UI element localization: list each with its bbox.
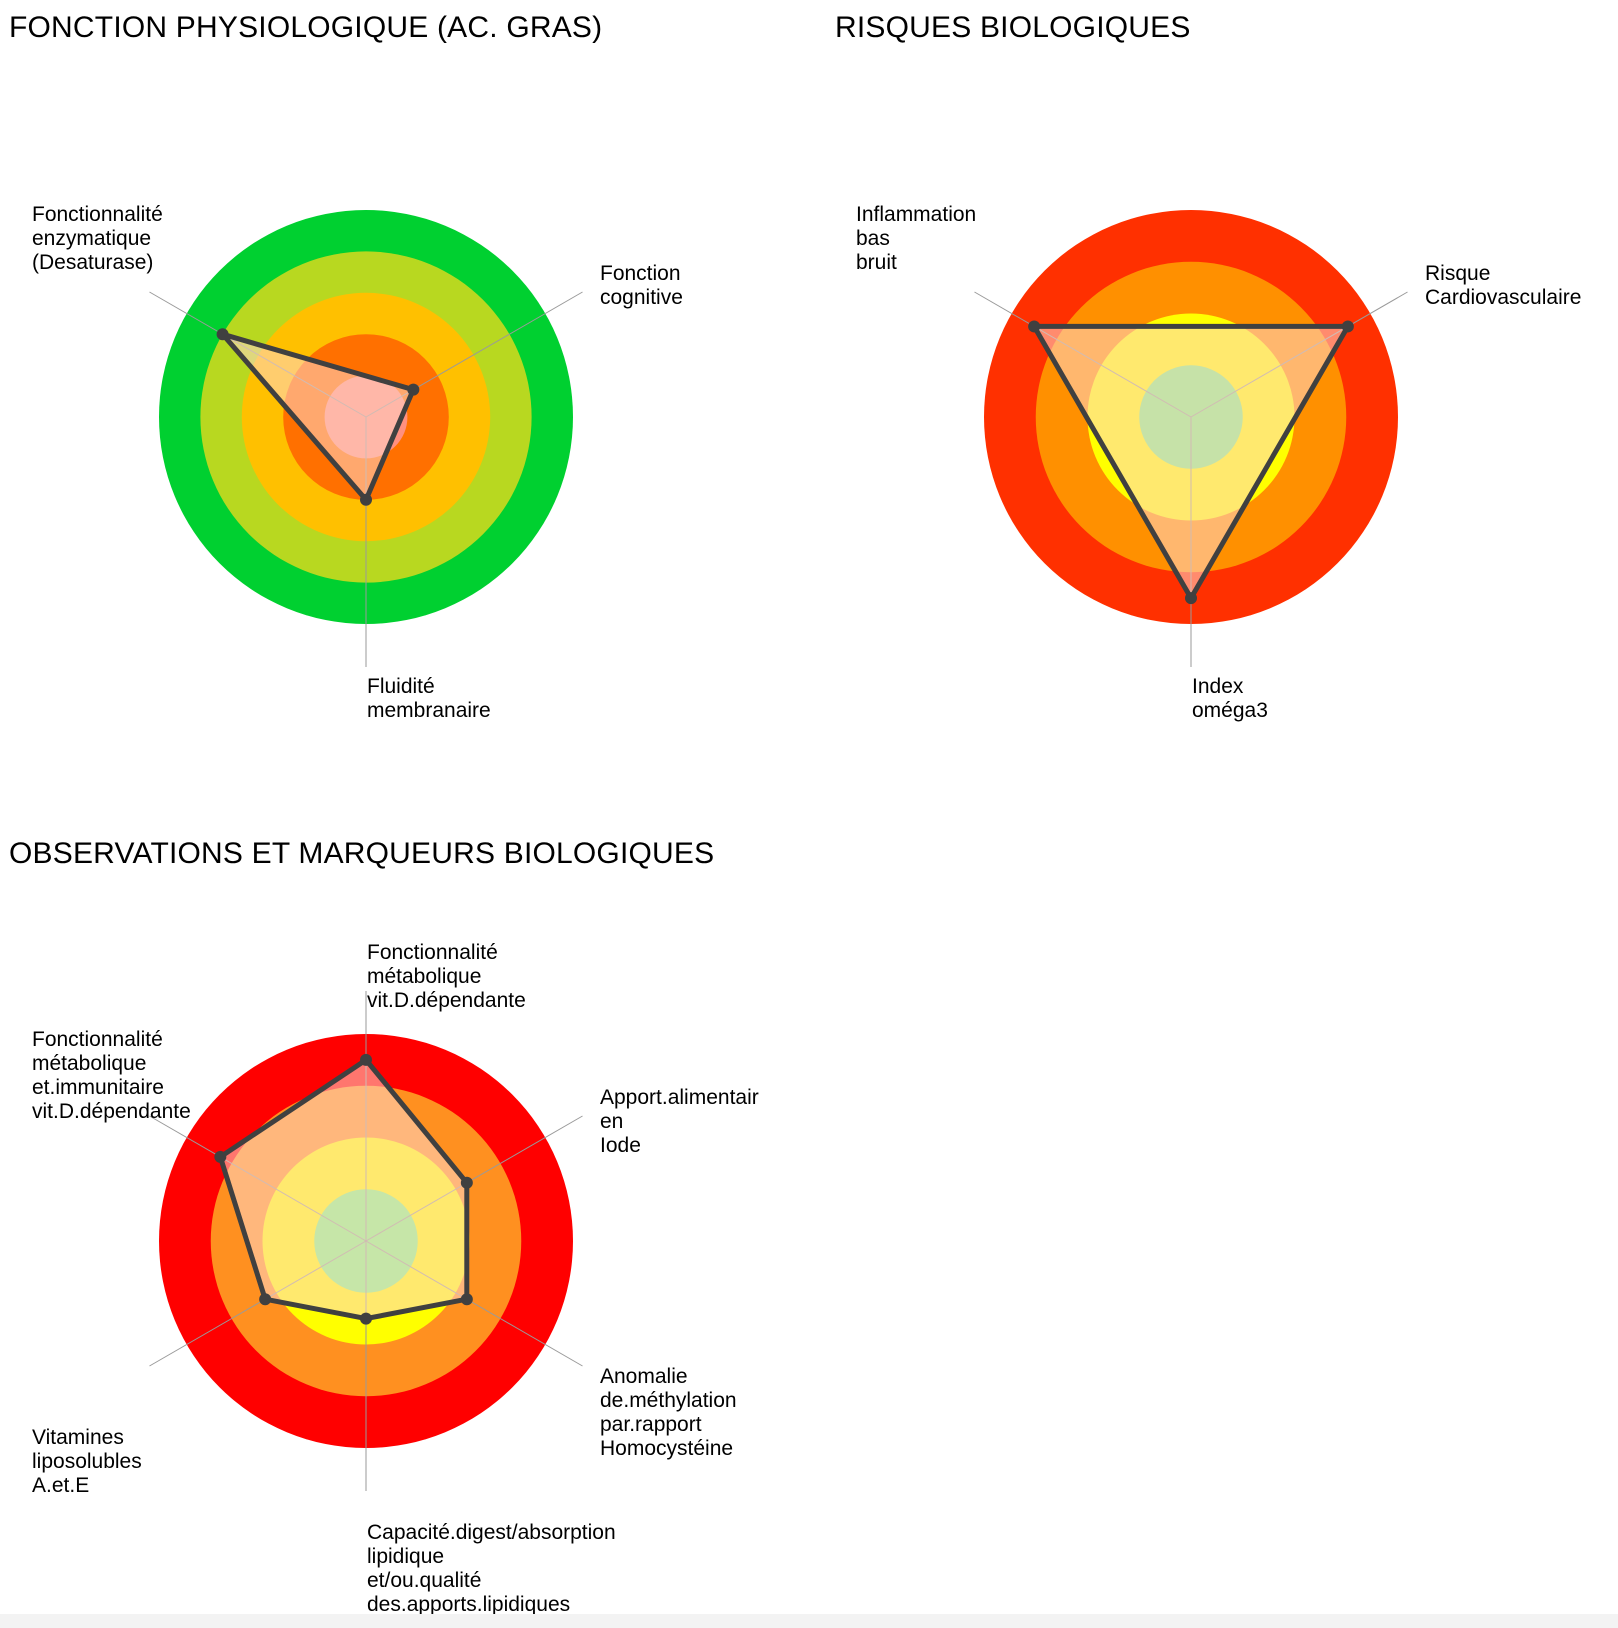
chart-title-physiologique: FONCTION PHYSIOLOGIQUE (AC. GRAS) xyxy=(9,11,603,44)
page-footer-bar xyxy=(0,1614,1618,1628)
radar-point-0 xyxy=(407,383,420,396)
axis-label: Fonction cognitive xyxy=(600,262,683,309)
radar-line xyxy=(220,331,416,503)
chart-title-risques: RISQUES BIOLOGIQUES xyxy=(835,11,1191,44)
axis-label: Fonctionnalité métabolique vit.D.dépenda… xyxy=(367,941,526,1012)
radar-area xyxy=(1034,326,1348,599)
radar-area xyxy=(220,1059,467,1319)
radar-chart-1 xyxy=(974,210,1408,667)
axis-label: Capacité.digest/absorption lipidique et/… xyxy=(367,1521,616,1616)
radar-point-3 xyxy=(360,1312,372,1325)
radar-point-1 xyxy=(360,493,372,506)
radar-chart-0 xyxy=(149,210,583,667)
axis-label: Apport.alimentair en Iode xyxy=(600,1086,759,1157)
radar-point-2 xyxy=(216,328,229,341)
chart-title-observations: OBSERVATIONS ET MARQUEURS BIOLOGIQUES xyxy=(9,837,715,870)
axis-label: Index oméga3 xyxy=(1192,675,1268,722)
radar-area xyxy=(222,334,414,500)
axis-label: Inflammation bas bruit xyxy=(856,203,977,274)
axis-label: Anomalie de.méthylation par.rapport Homo… xyxy=(600,1365,737,1460)
radar-point-2 xyxy=(460,1293,473,1306)
axis-label: Vitamines liposolubles A.et.E xyxy=(32,1426,142,1497)
axis-label: Fonctionnalité enzymatique (Desaturase) xyxy=(32,203,163,274)
axis-label: Fonctionnalité métabolique et.immunitair… xyxy=(32,1028,191,1123)
radar-point-2 xyxy=(1028,320,1041,333)
radar-point-1 xyxy=(1185,592,1197,605)
radar-point-5 xyxy=(214,1150,227,1163)
axis-label: Fluidité membranaire xyxy=(367,675,491,722)
radar-point-0 xyxy=(360,1053,372,1066)
radar-point-1 xyxy=(460,1176,473,1189)
radar-chart-2 xyxy=(149,991,583,1491)
radar-line xyxy=(1031,323,1351,601)
radar-point-4 xyxy=(259,1293,272,1306)
axis-label: Risque Cardiovasculaire xyxy=(1425,262,1582,309)
radar-point-0 xyxy=(1341,320,1354,333)
